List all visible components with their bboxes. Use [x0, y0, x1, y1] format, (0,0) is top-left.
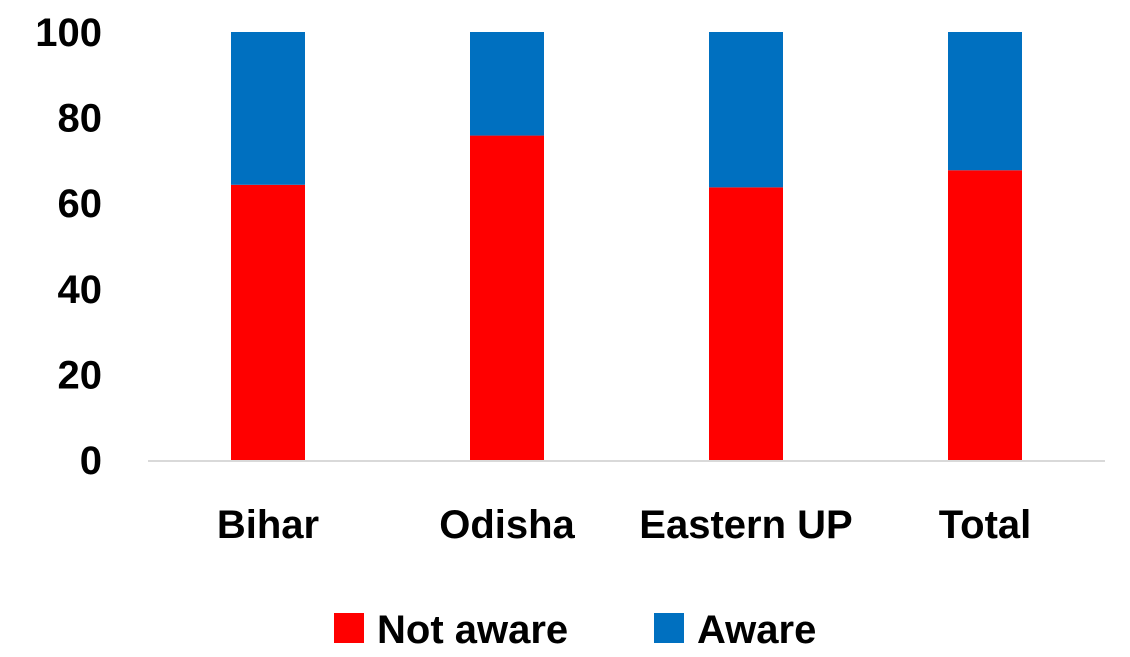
bar-not-aware-total: [948, 170, 1022, 460]
bar-not-aware-odisha: [470, 135, 544, 461]
y-tick-label: 20: [58, 353, 103, 397]
y-tick-label: 40: [58, 268, 103, 312]
y-tick-label: 60: [58, 182, 103, 226]
legend-swatch-not-aware: [334, 613, 364, 643]
x-category-label: Eastern UP: [639, 503, 852, 547]
y-axis-ticks: 0 20 40 60 80 100: [35, 11, 102, 483]
legend-label: Not aware: [377, 608, 568, 652]
x-category-label: Odisha: [439, 503, 575, 547]
legend-label: Aware: [697, 608, 816, 652]
bar-aware-total: [948, 32, 1022, 171]
x-category-label: Bihar: [217, 503, 319, 547]
legend: Not aware Aware: [334, 608, 816, 652]
y-tick-label: 100: [35, 11, 102, 55]
legend-swatch-aware: [654, 613, 684, 643]
bar-aware-odisha: [470, 32, 544, 136]
bar-aware-eastern-up: [709, 32, 783, 188]
x-axis-labels: Bihar Odisha Eastern UP Total: [217, 503, 1031, 547]
y-tick-label: 0: [80, 439, 102, 483]
x-category-label: Total: [939, 503, 1032, 547]
bars: [231, 32, 1022, 461]
bar-not-aware-bihar: [231, 184, 305, 460]
y-tick-label: 80: [58, 97, 103, 141]
bar-not-aware-eastern-up: [709, 187, 783, 460]
bar-aware-bihar: [231, 32, 305, 185]
